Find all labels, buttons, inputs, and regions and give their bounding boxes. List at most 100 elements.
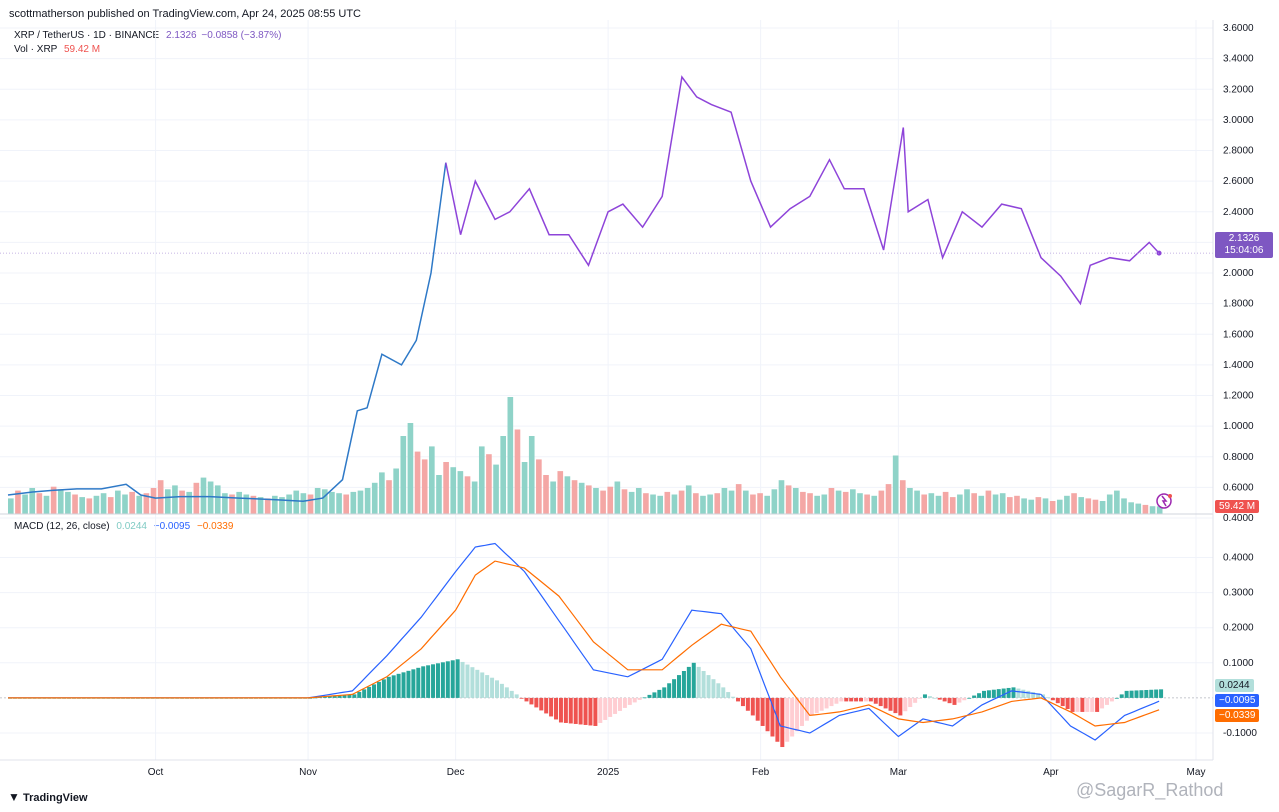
volume-bar xyxy=(279,497,285,514)
volume-bar xyxy=(464,476,471,514)
price-tick-label: 0.8000 xyxy=(1223,452,1254,463)
volume-bar xyxy=(122,494,128,514)
volume-bar xyxy=(521,462,528,514)
macd-hist-bar xyxy=(578,697,583,725)
volume-bar xyxy=(1114,490,1120,514)
volume-bar xyxy=(814,495,820,514)
volume-bar xyxy=(357,490,364,514)
volume-bar xyxy=(321,489,328,514)
macd-hist-bar xyxy=(401,672,406,698)
macd-hist-bar xyxy=(726,692,731,698)
macd-hist-bar xyxy=(608,697,613,717)
tv-logo-icon: ▼ xyxy=(8,790,20,804)
macd-hist-bar xyxy=(657,689,662,698)
macd-hist-bar xyxy=(991,689,996,698)
brand-name: TradingView xyxy=(22,792,88,804)
macd-hist-bar xyxy=(362,689,367,698)
volume-legend: Vol · XRP 59.42 M xyxy=(14,44,100,55)
macd-label: MACD (12, 26, close) xyxy=(14,521,110,532)
volume-bar xyxy=(129,491,135,514)
macd-hist-bar xyxy=(952,697,957,705)
volume-bar xyxy=(29,488,36,514)
volume-bar xyxy=(921,494,928,514)
volume-bar xyxy=(721,488,728,514)
macd-hist-bar xyxy=(765,697,770,732)
volume-bar xyxy=(942,491,949,514)
macd-hist-bar xyxy=(450,660,455,698)
macd-hist-bar xyxy=(947,697,952,704)
volume-bar xyxy=(493,464,499,514)
macd-line-value: −0.0095 xyxy=(153,521,191,532)
volume-bar xyxy=(978,495,985,514)
macd-hist-bar xyxy=(686,666,691,698)
macd-legend: MACD (12, 26, close) 0.0244 −0.0095 −0.0… xyxy=(14,521,233,532)
macd-hist-bar xyxy=(780,697,785,748)
macd-hist-bar xyxy=(652,692,657,698)
macd-hist-bar xyxy=(490,677,495,698)
macd-hist-bar xyxy=(1134,690,1139,698)
symbol-price: 2.1326 xyxy=(166,30,197,41)
macd-hist-bar xyxy=(514,694,519,698)
volume-bar xyxy=(650,494,656,514)
macd-hist-bar xyxy=(740,697,745,707)
volume-bar xyxy=(1042,498,1049,514)
volume-bar xyxy=(742,490,749,514)
volume-bar xyxy=(272,495,278,514)
volume-bar xyxy=(193,482,200,514)
volume-bar xyxy=(236,491,242,514)
macd-hist-bar xyxy=(627,697,632,705)
macd-hist-bar xyxy=(396,673,401,698)
volume-bar xyxy=(821,494,828,514)
volume-bar xyxy=(229,494,235,514)
volume-bar xyxy=(1156,506,1163,514)
macd-hist-bar xyxy=(391,675,396,698)
volume-bar xyxy=(557,471,564,514)
replay-icon[interactable] xyxy=(1156,493,1172,509)
price-line-late xyxy=(445,75,1160,306)
macd-hist-bar xyxy=(1119,694,1124,698)
macd-hist-bar xyxy=(1001,688,1006,698)
volume-bar xyxy=(1007,497,1013,514)
time-tick-label: Mar xyxy=(890,767,908,778)
volume-bar xyxy=(635,488,642,514)
macd-hist-bar xyxy=(957,697,962,703)
volume-bar xyxy=(1128,502,1134,514)
macd-tick-label: 0.1000 xyxy=(1223,658,1254,669)
macd-signal-tag: −0.0339 xyxy=(1215,709,1260,722)
last-price-dot xyxy=(1156,250,1162,256)
macd-hist-bar xyxy=(352,694,357,698)
macd-hist-bar xyxy=(332,695,337,698)
macd-hist-bar xyxy=(1124,690,1129,698)
macd-hist-bar xyxy=(696,666,701,698)
macd-hist-bar xyxy=(814,697,819,714)
macd-hist-bar xyxy=(677,675,682,698)
macd-hist-bar xyxy=(372,684,377,698)
macd-hist-tag: 0.0244 xyxy=(1215,679,1254,692)
symbol-legend: XRP / TetherUS · 1D · BINANCE 2.1326 −0.… xyxy=(14,30,281,41)
volume-bar xyxy=(8,498,14,514)
volume-bar xyxy=(264,498,271,514)
macd-hist-bar xyxy=(593,697,598,726)
volume-bar xyxy=(550,481,556,514)
volume-bar xyxy=(500,436,507,514)
volume-bar xyxy=(407,423,414,514)
macd-hist-bar xyxy=(1144,689,1149,698)
macd-hist-bar xyxy=(1149,689,1154,698)
volume-bar xyxy=(578,482,585,514)
volume-bar xyxy=(443,462,449,514)
volume-bar xyxy=(693,493,699,514)
macd-hist-bar xyxy=(568,697,573,724)
volume-bar xyxy=(1085,498,1092,514)
macd-hist-bar xyxy=(1050,697,1055,701)
volume-bar xyxy=(586,485,592,514)
macd-hist-bar xyxy=(406,670,411,698)
volume-bar xyxy=(429,446,435,514)
volume-bar xyxy=(478,446,485,514)
macd-hist-bar xyxy=(1095,697,1100,712)
macd-hist-bar xyxy=(544,697,549,714)
volume-bar xyxy=(750,494,756,514)
volume-bar xyxy=(400,436,407,514)
tradingview-logo[interactable]: ▼ TradingView xyxy=(8,790,88,804)
macd-hist-bar xyxy=(431,664,436,698)
